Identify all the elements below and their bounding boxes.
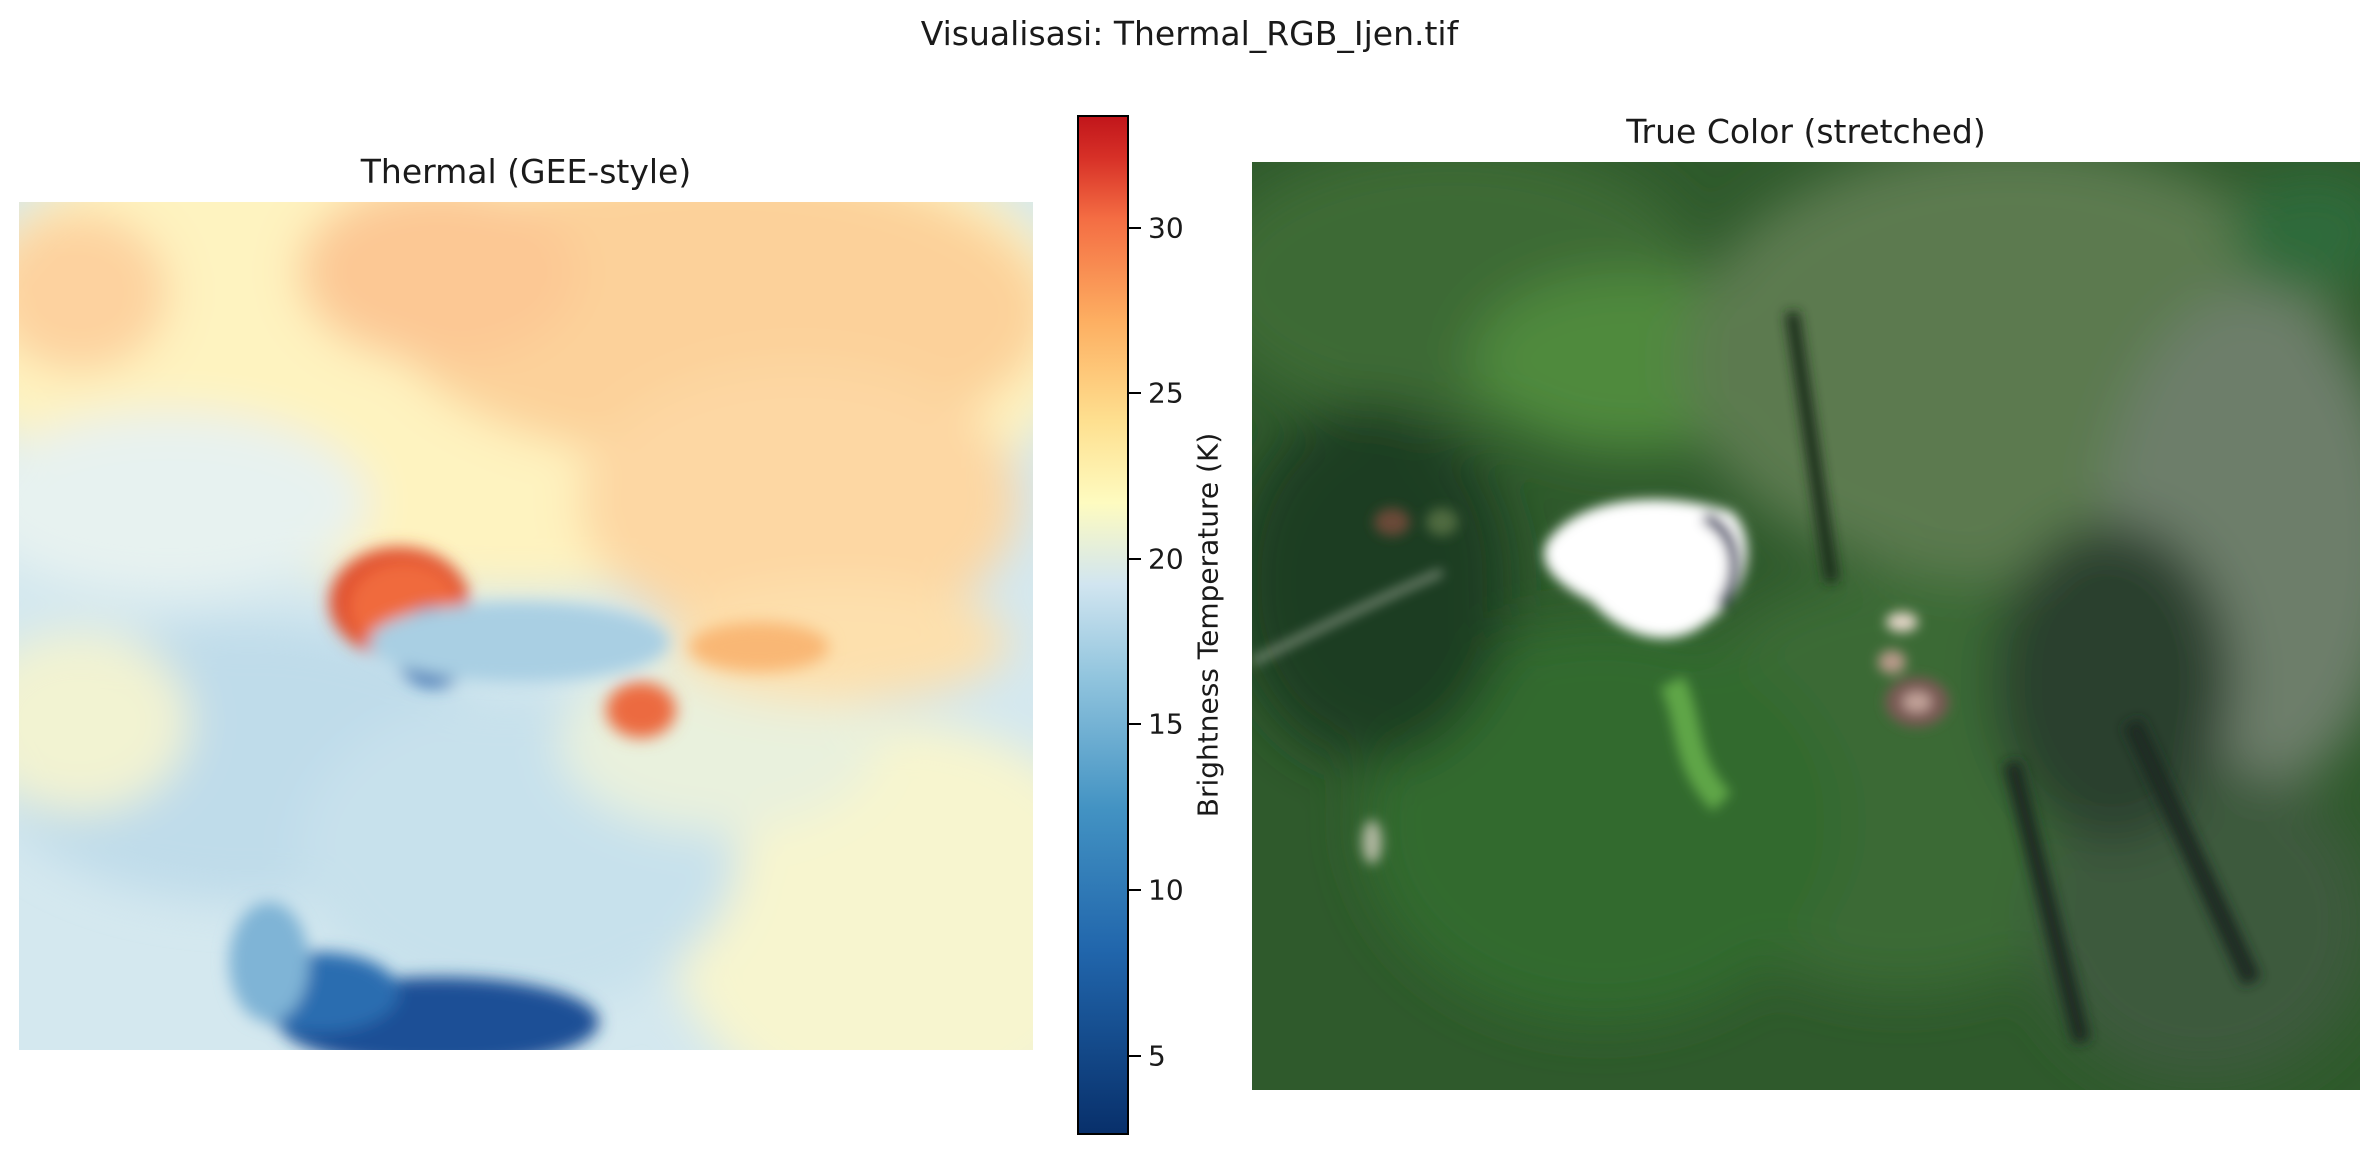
colorbar-tick-label: 15 — [1148, 707, 1184, 741]
true-color-image — [1252, 162, 2360, 1090]
thermal-panel-title: Thermal (GEE-style) — [360, 152, 692, 191]
colorbar-tick-label: 20 — [1148, 542, 1184, 576]
true-color-panel-title: True Color (stretched) — [1626, 112, 1986, 151]
colorbar-tick-label: 25 — [1148, 376, 1184, 410]
colorbar-tick-label: 10 — [1148, 873, 1184, 907]
colorbar-tick-label: 5 — [1148, 1039, 1166, 1073]
colorbar-tick — [1129, 557, 1141, 560]
colorbar-tick — [1129, 1054, 1141, 1057]
colorbar-tick — [1129, 392, 1141, 395]
colorbar-label: Brightness Temperature (K) — [1191, 432, 1225, 818]
colorbar-tick — [1129, 226, 1141, 229]
colorbar-tick-label: 30 — [1148, 211, 1184, 245]
colorbar — [1077, 115, 1129, 1135]
colorbar-tick — [1129, 888, 1141, 891]
figure-suptitle: Visualisasi: Thermal_RGB_Ijen.tif — [920, 14, 1459, 53]
colorbar-tick — [1129, 723, 1141, 726]
thermal-heatmap — [19, 202, 1033, 1050]
